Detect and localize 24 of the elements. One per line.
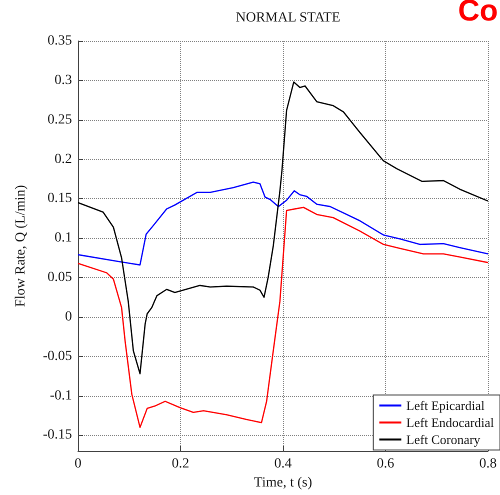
line-series bbox=[77, 181, 489, 266]
y-tick-label: 0.3 bbox=[54, 72, 72, 88]
x-tick-label: 0.2 bbox=[172, 456, 190, 472]
y-tick-label: -0.05 bbox=[42, 348, 72, 364]
y-tick-label: 0.2 bbox=[54, 152, 72, 167]
y-tick-label: -0.1 bbox=[50, 388, 72, 404]
y-tick-label: 0.35 bbox=[48, 34, 72, 48]
x-tick-label: 0.8 bbox=[479, 456, 497, 472]
chart-title: NORMAL STATE bbox=[236, 10, 340, 26]
legend-label: Left Epicardial bbox=[406, 398, 485, 413]
x-tick-label: 0.6 bbox=[376, 456, 394, 472]
y-tick-label: 0.1 bbox=[54, 230, 72, 246]
x-tick-label: 0.4 bbox=[274, 456, 292, 472]
y-tick-label: 0.15 bbox=[48, 191, 72, 206]
line-series bbox=[77, 81, 489, 374]
legend-label: Left Coronary bbox=[406, 432, 481, 447]
y-tick-label: 0.05 bbox=[48, 270, 72, 286]
y-tick-label: 0 bbox=[65, 309, 72, 324]
y-axis-title: Flow Rate, Q (L/min) bbox=[14, 184, 28, 308]
x-tick-label: 0 bbox=[74, 456, 82, 472]
y-tick-label: -0.15 bbox=[42, 428, 72, 443]
x-axis-title: Time, t (s) bbox=[254, 475, 312, 490]
legend-label: Left Endocardial bbox=[406, 415, 494, 430]
y-tick-label: 0.25 bbox=[48, 112, 72, 128]
